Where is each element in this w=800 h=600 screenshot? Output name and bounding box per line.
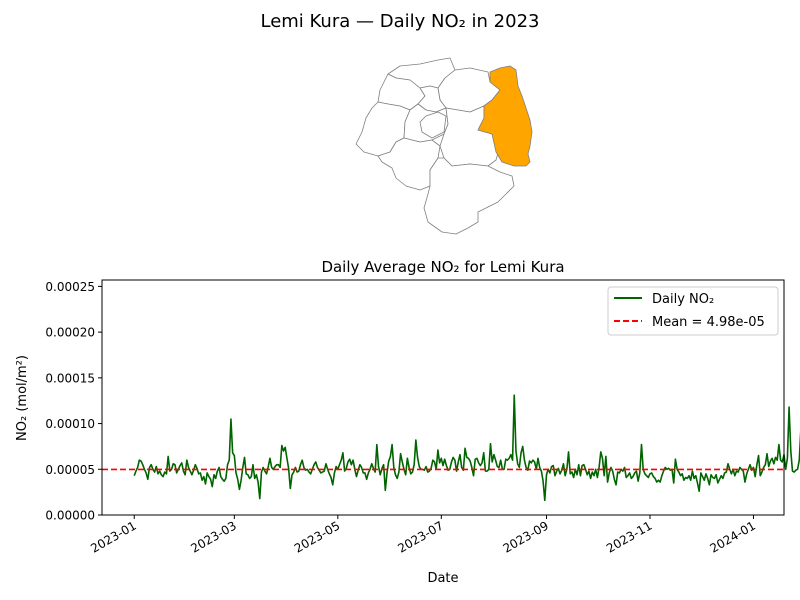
- plot-area-frame: [101, 279, 785, 516]
- y-tick-label: 0.00015: [45, 371, 95, 385]
- map-region-east-center: [439, 105, 501, 167]
- x-axis-label: Date: [427, 571, 458, 586]
- y-tick-label: 0.00005: [45, 463, 95, 477]
- map-region-south: [423, 157, 515, 235]
- map-region-core: [419, 111, 447, 139]
- figure-suptitle: Lemi Kura — Daily NO₂ in 2023: [260, 11, 539, 32]
- region-map: [355, 57, 533, 235]
- y-axis-label: NO₂ (mol/m²): [15, 355, 30, 441]
- y-tick-label: 0.00025: [45, 280, 95, 294]
- y-tick-label: 0.00010: [45, 417, 95, 431]
- y-tick-label: 0.00000: [45, 509, 95, 523]
- chart-title: Daily Average NO₂ for Lemi Kura: [321, 258, 564, 276]
- legend-frame: [607, 286, 779, 336]
- legend-label-daily: Daily NO₂: [652, 292, 714, 307]
- map-region-highlighted: [477, 65, 533, 167]
- y-tick-label: 0.00020: [45, 326, 95, 340]
- series-layer: [102, 394, 800, 502]
- y-axis: 0.00000 0.00005 0.00010 0.00015 0.00020 0.000…: [45, 280, 102, 523]
- series-line-daily-no2: [133, 394, 800, 502]
- legend-label-mean: Mean = 4.98e-05: [652, 315, 765, 330]
- legend: Daily NO₂ Mean = 4.98e-05: [607, 286, 779, 336]
